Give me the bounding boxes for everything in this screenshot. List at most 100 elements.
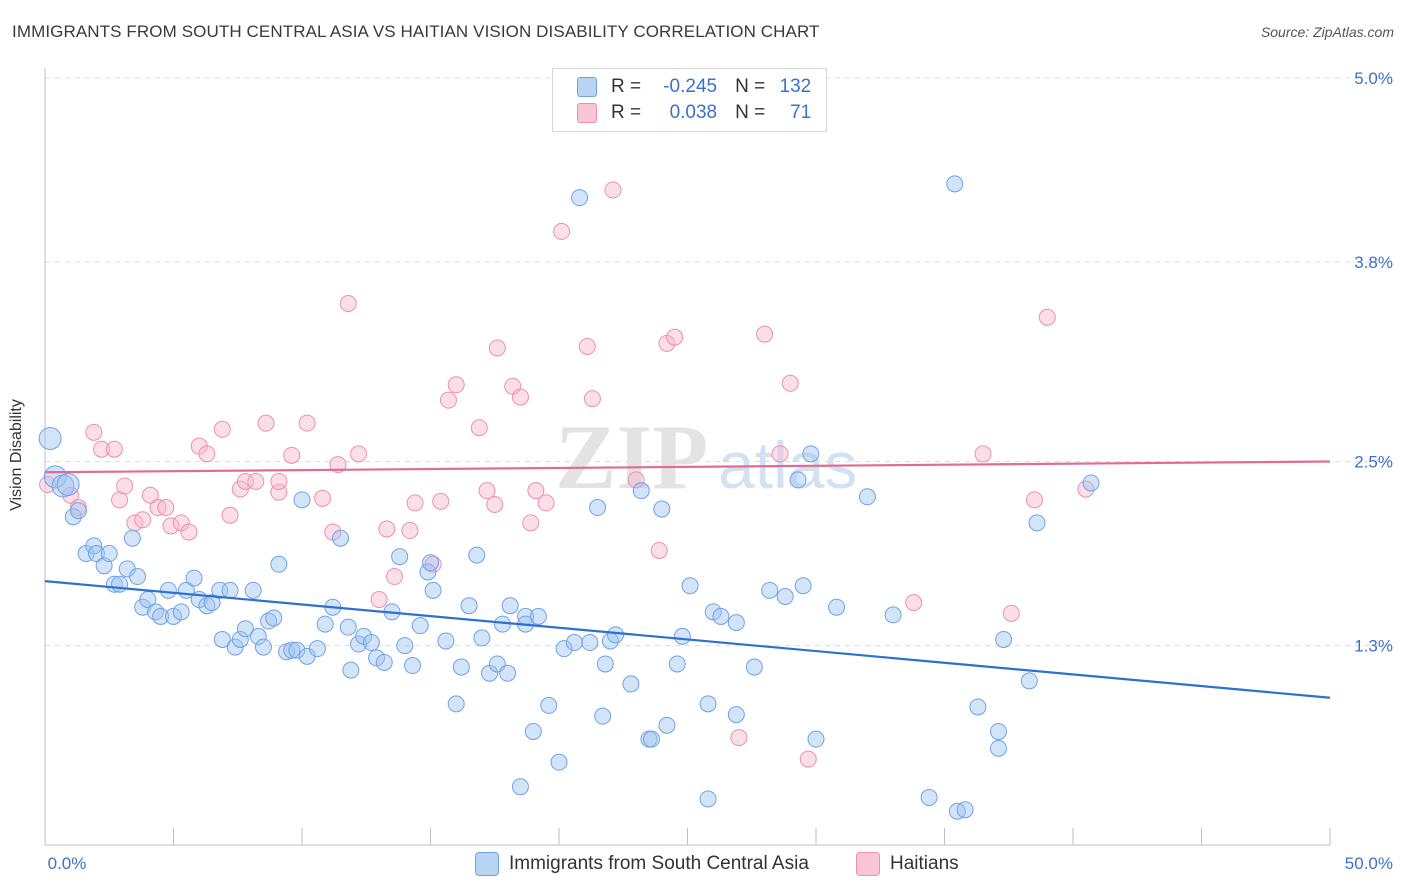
point-haitians	[213, 420, 231, 438]
point-south-central-asia	[249, 627, 267, 645]
point-south-central-asia	[460, 597, 478, 615]
watermark-zip: ZIP	[555, 406, 708, 508]
point-haitians	[439, 391, 457, 409]
point-haitians	[236, 472, 254, 490]
legend-n-value-blue: 132	[779, 76, 812, 97]
point-south-central-asia	[288, 641, 306, 659]
point-south-central-asia	[571, 189, 589, 207]
point-south-central-asia	[802, 445, 820, 463]
chart-title: IMMIGRANTS FROM SOUTH CENTRAL ASIA VS HA…	[12, 22, 820, 41]
point-south-central-asia	[211, 581, 229, 599]
point-south-central-asia	[159, 581, 177, 599]
point-haitians	[198, 445, 216, 463]
legend-item-haitians[interactable]: Haitians	[856, 852, 959, 876]
point-haitians	[1025, 491, 1043, 509]
point-haitians	[447, 376, 465, 394]
point-south-central-asia	[946, 175, 964, 193]
point-south-central-asia	[293, 491, 311, 509]
point-south-central-asia	[920, 788, 938, 806]
point-south-central-asia	[581, 634, 599, 652]
point-haitians	[627, 471, 645, 489]
point-haitians	[527, 482, 545, 500]
point-south-central-asia	[332, 529, 350, 547]
point-south-central-asia	[699, 695, 717, 713]
correlation-legend: R = -0.245 N = 132 R = 0.038 N = 71	[552, 68, 827, 132]
point-haitians	[370, 591, 388, 609]
point-haitians	[85, 423, 103, 441]
point-south-central-asia	[622, 675, 640, 693]
point-haitians	[756, 325, 774, 343]
point-south-central-asia	[653, 500, 671, 518]
point-south-central-asia	[794, 577, 812, 595]
point-south-central-asia	[1020, 672, 1038, 690]
point-haitians	[650, 541, 668, 559]
legend-n-label: N =	[735, 102, 766, 123]
point-south-central-asia	[265, 609, 283, 627]
point-south-central-asia	[989, 722, 1007, 740]
point-haitians	[666, 328, 684, 346]
point-south-central-asia	[712, 607, 730, 625]
point-haitians	[432, 492, 450, 510]
point-south-central-asia	[437, 632, 455, 650]
point-south-central-asia	[198, 597, 216, 615]
legend-item-south-central-asia[interactable]: Immigrants from South Central Asia	[475, 852, 809, 876]
point-south-central-asia	[956, 801, 974, 819]
point-south-central-asia	[995, 630, 1013, 648]
point-south-central-asia	[172, 603, 190, 621]
point-haitians	[298, 414, 316, 432]
point-south-central-asia	[807, 730, 825, 748]
point-south-central-asia	[213, 630, 231, 648]
point-south-central-asia	[884, 606, 902, 624]
point-haitians	[105, 440, 123, 458]
point-haitians	[406, 494, 424, 512]
point-south-central-asia	[529, 607, 547, 625]
point-south-central-asia	[283, 641, 301, 659]
point-south-central-asia	[699, 790, 717, 808]
point-haitians	[270, 472, 288, 490]
point-haitians	[511, 388, 529, 406]
point-south-central-asia	[468, 546, 486, 564]
point-south-central-asia	[828, 598, 846, 616]
legend-row-haitians: R = 0.038 N = 71	[577, 101, 811, 125]
point-south-central-asia	[550, 753, 568, 771]
point-south-central-asia	[422, 554, 439, 572]
point-south-central-asia	[501, 597, 519, 615]
point-haitians	[799, 750, 817, 768]
grid-lines	[45, 77, 1392, 647]
point-south-central-asia	[555, 640, 573, 658]
point-haitians	[378, 520, 396, 538]
point-haitians	[553, 222, 571, 240]
source-label: Source: ZipAtlas.com	[1260, 24, 1394, 40]
point-south-central-asia	[540, 696, 558, 714]
x-tick-label-max: 50.0%	[1345, 854, 1393, 873]
y-tick-label: 1.3%	[1354, 637, 1393, 656]
point-haitians	[401, 522, 419, 540]
point-south-central-asia	[316, 615, 334, 633]
point-south-central-asia	[231, 630, 249, 648]
point-south-central-asia	[681, 577, 699, 595]
point-haitians	[386, 568, 404, 586]
point-haitians	[486, 495, 504, 513]
point-south-central-asia	[643, 730, 661, 748]
point-south-central-asia	[727, 706, 745, 724]
point-south-central-asia	[123, 529, 141, 547]
point-haitians	[134, 511, 152, 529]
point-south-central-asia	[100, 545, 118, 563]
y-tick-label: 2.5%	[1354, 453, 1393, 472]
point-south-central-asia	[969, 698, 987, 716]
point-south-central-asia	[673, 627, 691, 645]
point-haitians	[247, 472, 265, 490]
legend-n-value-pink: 71	[790, 102, 812, 123]
point-south-central-asia	[87, 545, 105, 563]
point-south-central-asia	[565, 634, 583, 652]
point-south-central-asia	[668, 655, 686, 673]
point-south-central-asia	[221, 581, 239, 599]
point-south-central-asia	[254, 638, 272, 656]
point-south-central-asia	[375, 653, 393, 671]
legend-row-south-central-asia: R = -0.245 N = 132	[577, 75, 811, 99]
point-haitians	[221, 506, 239, 524]
series-haitians-points	[39, 181, 1095, 768]
point-haitians	[604, 181, 622, 199]
point-south-central-asia	[524, 722, 542, 740]
